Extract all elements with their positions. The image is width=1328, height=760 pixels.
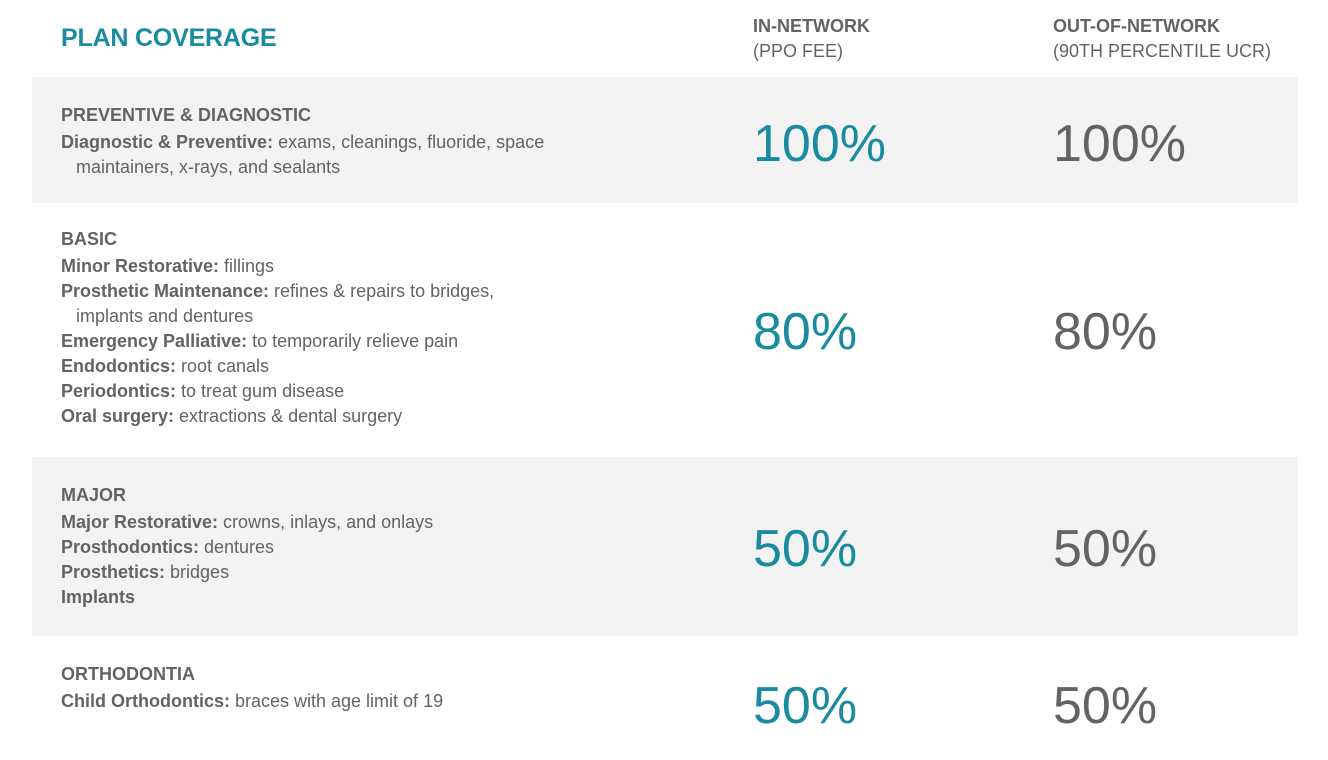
coverage-row: BASIC Minor Restorative: fillings Prosthet… [32,203,1298,457]
item-text: dentures [199,537,275,557]
item-text: braces with age limit of 19 [229,691,444,711]
in-network-header: IN-NETWORK (PPO FEE) [753,14,870,64]
coverage-item: Implants [61,585,566,610]
coverage-row: ORTHODONTIA Child Orthodontics: braces wi… [32,636,1298,760]
coverage-row: PREVENTIVE & DIAGNOSTIC Diagnostic & Prev… [32,77,1298,203]
in-network-sub: (PPO FEE) [753,41,844,61]
coverage-item: Major Restorative: crowns, inlays, and o… [61,510,566,535]
item-label: Prosthodontics: [61,537,199,557]
item-label: Major Restorative: [61,512,219,532]
coverage-item: Oral surgery: extractions & dental surge… [61,404,566,429]
item-label: Prosthetic Maintenance: [61,281,270,301]
item-text: to treat gum disease [176,381,345,401]
item-text: bridges [165,562,230,582]
coverage-item: Endodontics: root canals [61,354,566,379]
item-text: extractions & dental surgery [174,406,403,426]
coverage-description: BASIC Minor Restorative: fillings Prosthet… [61,227,581,429]
out-network-percent: 100% [1053,115,1186,173]
item-label: Diagnostic & Preventive: [61,132,274,152]
item-label: Endodontics: [61,356,176,376]
coverage-item: Prosthetic Maintenance: refines & repair… [61,279,566,329]
item-label: Emergency Palliative: [61,331,248,351]
category-title: ORTHODONTIA [61,664,195,684]
in-network-label: IN-NETWORK [753,16,870,36]
out-network-percent: 50% [1053,677,1158,735]
item-text: crowns, inlays, and onlays [218,512,434,532]
category-title: PREVENTIVE & DIAGNOSTIC [61,105,312,125]
coverage-item: Emergency Palliative: to temporarily rel… [61,329,566,354]
out-network-header: OUT-OF-NETWORK (90TH PERCENTILE UCR) [1053,14,1271,64]
item-label: Oral surgery: [61,406,175,426]
out-network-sub: (90TH PERCENTILE UCR) [1053,41,1272,61]
coverage-item: Prosthetics: bridges [61,560,566,585]
coverage-item: Child Orthodontics: braces with age limi… [61,689,566,714]
item-label: Periodontics: [61,381,177,401]
coverage-row: MAJOR Major Restorative: crowns, inlays, … [32,457,1298,636]
coverage-description: MAJOR Major Restorative: crowns, inlays, … [61,483,581,610]
item-text: fillings [219,256,275,276]
coverage-description: PREVENTIVE & DIAGNOSTIC Diagnostic & Prev… [61,103,581,180]
item-label: Implants [61,587,136,607]
item-text: exams, cleanings, fluoride, space mainta… [76,132,545,177]
in-network-percent: 100% [753,115,886,173]
category-title: BASIC [61,229,118,249]
category-title: MAJOR [61,485,127,505]
in-network-percent: 50% [753,519,858,578]
in-network-percent: 50% [753,677,858,735]
item-text: to temporarily relieve pain [247,331,459,351]
out-network-percent: 80% [1053,303,1158,361]
out-network-label: OUT-OF-NETWORK [1053,16,1220,36]
item-label: Child Orthodontics: [61,691,230,711]
out-network-percent: 50% [1053,519,1158,578]
item-label: Prosthetics: [61,562,166,582]
item-text: refines & repairs to bridges, implants a… [76,281,495,326]
page-title: PLAN COVERAGE [61,24,277,52]
item-text: root canals [176,356,270,376]
coverage-item: Minor Restorative: fillings [61,254,566,279]
coverage-item: Prosthodontics: dentures [61,535,566,560]
coverage-item: Periodontics: to treat gum disease [61,379,566,404]
table-header: PLAN COVERAGE IN-NETWORK (PPO FEE) OUT-O… [32,0,1298,77]
coverage-item: Diagnostic & Preventive: exams, cleaning… [61,130,566,180]
coverage-description: ORTHODONTIA Child Orthodontics: braces wi… [61,662,581,714]
item-label: Minor Restorative: [61,256,220,276]
in-network-percent: 80% [753,303,858,361]
